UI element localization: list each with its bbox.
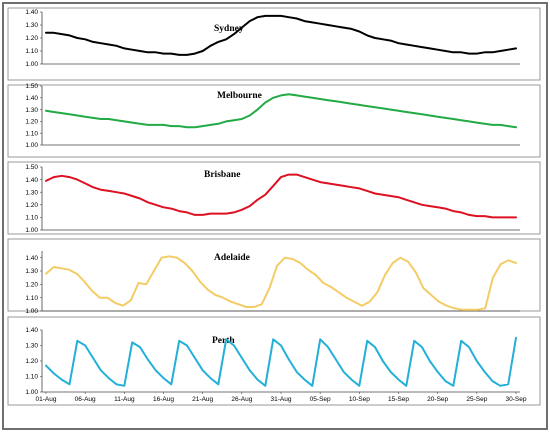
y-tick-label: 1.00 [25, 142, 38, 149]
y-tick-label: 1.00 [25, 227, 38, 234]
y-tick-label: 1.20 [25, 358, 38, 365]
x-tick-label: 30-Sep [506, 396, 527, 403]
y-tick-label: 1.30 [25, 107, 38, 114]
y-tick-label: 1.30 [25, 189, 38, 196]
panel-sydney: 1.00 1.10 1.20 1.30 1.40 Sydney [7, 7, 541, 81]
x-tick-label: 16-Aug [153, 396, 174, 403]
x-tick-label: 20-Sep [427, 396, 448, 403]
panel-border [7, 161, 541, 235]
panel-border [7, 7, 541, 81]
series-line-perth [45, 336, 517, 387]
y-tick-label: 1.10 [25, 48, 38, 55]
x-tick-label: 11-Aug [114, 396, 135, 403]
y-tick-label: 1.20 [25, 119, 38, 126]
y-tick-label: 1.10 [25, 130, 38, 137]
x-tick-label: 10-Sep [349, 396, 370, 403]
panel-melbourne: 1.00 1.10 1.20 1.30 1.40 1.50 Melbourne [7, 83, 541, 158]
x-tick-label: 05-Sep [310, 396, 331, 403]
series-line-adelaide [45, 255, 517, 311]
panel-perth: 1.00 1.10 1.20 1.30 1.40 Perth 01-Aug 06-Aug 11-… [7, 316, 541, 406]
x-tick-label: 25-Sep [466, 396, 487, 403]
x-tick-label: 26-Aug [231, 396, 252, 403]
y-tick-label: 1.20 [25, 35, 38, 42]
panel-adelaide: 1.00 1.10 1.20 1.30 1.40 Adelaide [7, 238, 541, 315]
y-tick-label: 1.30 [25, 268, 38, 275]
y-tick-label: 1.50 [25, 83, 38, 90]
x-tick-label: 31-Aug [271, 396, 292, 403]
x-tick-label: 01-Aug [36, 396, 57, 403]
panel-border [7, 316, 541, 406]
y-tick-label: 1.10 [25, 374, 38, 381]
y-tick-label: 1.10 [25, 215, 38, 222]
y-tick-label: 1.00 [25, 61, 38, 68]
y-tick-label: 1.00 [25, 389, 38, 396]
series-line-melbourne [45, 93, 517, 129]
x-tick-label: 06-Aug [75, 396, 96, 403]
panel-title: Sydney [214, 24, 244, 34]
y-tick-label: 1.30 [25, 22, 38, 29]
y-tick-label: 1.40 [25, 177, 38, 184]
panel-title: Perth [212, 336, 235, 346]
y-tick-label: 1.40 [25, 95, 38, 102]
y-tick-label: 1.20 [25, 202, 38, 209]
y-tick-label: 1.00 [25, 308, 38, 315]
panel-title: Melbourne [217, 91, 262, 101]
panels: 1.001.101.201.301.40Sydney1.001.101.201.… [7, 7, 541, 406]
panel-brisbane: 1.00 1.10 1.20 1.30 1.40 1.50 Brisbane [7, 161, 541, 235]
series-line-sydney [45, 14, 517, 56]
y-tick-label: 1.40 [25, 327, 38, 334]
x-tick-label: 15-Sep [388, 396, 409, 403]
y-tick-label: 1.10 [25, 295, 38, 302]
x-tick-label: 21-Aug [192, 396, 213, 403]
panel-title: Adelaide [214, 253, 250, 263]
series-line-brisbane [45, 173, 517, 219]
y-tick-label: 1.50 [25, 164, 38, 171]
y-tick-label: 1.20 [25, 282, 38, 289]
panel-title: Brisbane [204, 170, 240, 180]
y-tick-label: 1.40 [25, 255, 38, 262]
y-tick-label: 1.30 [25, 343, 38, 350]
y-tick-label: 1.40 [25, 9, 38, 16]
